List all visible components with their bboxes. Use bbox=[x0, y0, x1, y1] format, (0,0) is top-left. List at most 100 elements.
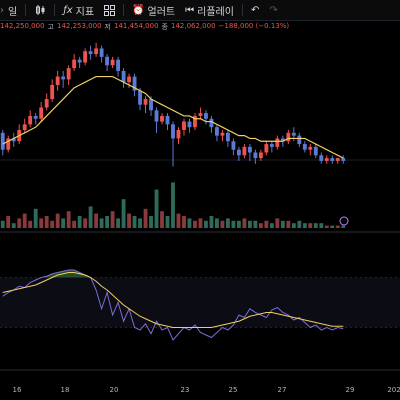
volume-bar bbox=[143, 208, 148, 228]
toolbar-divider bbox=[54, 4, 56, 16]
volume-bar bbox=[269, 223, 274, 228]
candle-body bbox=[77, 59, 82, 63]
low-value: 141,454,000 bbox=[114, 22, 159, 30]
candle-body bbox=[154, 110, 159, 122]
rsi-line bbox=[2, 269, 344, 341]
interval-selector[interactable]: › 일 bbox=[0, 3, 17, 18]
volume-bar bbox=[275, 218, 280, 228]
candle-body bbox=[66, 68, 71, 80]
volume-bar bbox=[209, 216, 214, 228]
volume-bar bbox=[105, 216, 110, 228]
alert-button[interactable]: ⏰ 얼러트 bbox=[132, 3, 175, 18]
candle-body bbox=[176, 130, 181, 139]
change-value: −188,000 (−0.13%) bbox=[218, 22, 290, 30]
volume-bar bbox=[83, 218, 88, 228]
candle-body bbox=[11, 138, 16, 142]
candle-body bbox=[341, 158, 346, 161]
high-value: 142,253,000 bbox=[57, 22, 102, 30]
volume-bar bbox=[121, 199, 126, 228]
volume-bar bbox=[313, 223, 318, 228]
candle-type-button[interactable] bbox=[34, 4, 46, 16]
volume-bar bbox=[193, 220, 197, 228]
volume-bar bbox=[302, 223, 307, 228]
candle-body bbox=[225, 132, 230, 142]
alert-label: 얼러트 bbox=[147, 6, 176, 18]
volume-bar bbox=[99, 218, 104, 228]
time-axis-label: 25 bbox=[229, 386, 238, 394]
indicators-button[interactable]: ƒx 지표 bbox=[63, 3, 94, 18]
top-toolbar: › 일 ƒx 지표 ⏰ 얼러트 ⏮ 리플레이 ↶ ↷ bbox=[0, 0, 400, 21]
volume-bar bbox=[198, 218, 203, 228]
volume-bar bbox=[319, 223, 324, 228]
candle-body bbox=[297, 135, 302, 145]
volume-bar bbox=[236, 220, 241, 228]
replay-button[interactable]: ⏮ 리플레이 bbox=[185, 3, 234, 18]
indicators-label: 지표 bbox=[75, 6, 95, 18]
volume-bar bbox=[308, 223, 313, 228]
time-axis-label: 202 bbox=[387, 386, 400, 394]
candle-body bbox=[121, 70, 126, 83]
candle-body bbox=[187, 121, 192, 128]
volume-bar bbox=[160, 211, 164, 228]
candle-body bbox=[253, 152, 258, 159]
candle-body bbox=[286, 132, 291, 142]
volume-bar bbox=[324, 225, 329, 228]
volume-bar bbox=[204, 220, 208, 228]
redo-button[interactable]: ↷ bbox=[269, 5, 277, 16]
volume-bar bbox=[44, 216, 49, 228]
volume-bar bbox=[132, 216, 137, 228]
candle-body bbox=[269, 144, 274, 147]
undo-icon: ↶ bbox=[250, 4, 260, 16]
volume-bar bbox=[17, 218, 22, 228]
interval-label: 일 bbox=[8, 6, 18, 18]
volume-bar bbox=[247, 220, 252, 228]
volume-bar bbox=[341, 225, 346, 228]
candle-body bbox=[215, 127, 219, 136]
volume-bar bbox=[6, 216, 11, 228]
candle-body bbox=[319, 155, 324, 161]
time-axis-label: 27 bbox=[278, 386, 287, 394]
time-axis-label: 16 bbox=[13, 386, 22, 394]
close-label: 종 bbox=[161, 23, 168, 31]
candle-body bbox=[275, 138, 280, 147]
candle-body bbox=[247, 146, 252, 153]
candle-body bbox=[28, 115, 33, 125]
volume-bar bbox=[88, 206, 93, 228]
candle-body bbox=[220, 132, 225, 136]
volume-bar bbox=[215, 218, 219, 228]
candle-body bbox=[324, 158, 329, 161]
undo-button[interactable]: ↶ bbox=[251, 5, 259, 16]
candle-body bbox=[182, 121, 186, 130]
time-axis-label: 20 bbox=[110, 386, 119, 394]
volume-bar bbox=[220, 220, 225, 228]
candle-body bbox=[50, 85, 55, 100]
candle-body bbox=[83, 51, 88, 63]
candle-body bbox=[193, 115, 197, 128]
time-axis-label: 29 bbox=[346, 386, 355, 394]
candle-body bbox=[330, 158, 335, 161]
volume-bar bbox=[116, 218, 121, 228]
volume-bar bbox=[50, 220, 55, 228]
volume-bar bbox=[335, 225, 340, 228]
candle-body bbox=[61, 76, 66, 80]
candle-body bbox=[0, 132, 5, 150]
high-label: 고 bbox=[47, 23, 54, 31]
close-value: 142,062,000 bbox=[171, 22, 216, 30]
candle-body bbox=[132, 76, 137, 91]
candle-body bbox=[127, 76, 131, 83]
rsi-signal-line bbox=[2, 272, 344, 328]
toolbar-divider bbox=[241, 4, 243, 16]
candle-body bbox=[313, 146, 318, 156]
candle-body bbox=[44, 99, 49, 108]
candle-body bbox=[291, 132, 296, 136]
volume-bar bbox=[225, 218, 230, 228]
volume-bar bbox=[253, 220, 258, 228]
candle-body bbox=[88, 51, 93, 55]
time-axis-label: 18 bbox=[61, 386, 70, 394]
candle-body bbox=[242, 146, 247, 156]
volume-bar bbox=[94, 213, 99, 228]
candle-body bbox=[110, 59, 115, 66]
templates-button[interactable] bbox=[104, 4, 116, 16]
candle-body bbox=[258, 152, 263, 159]
